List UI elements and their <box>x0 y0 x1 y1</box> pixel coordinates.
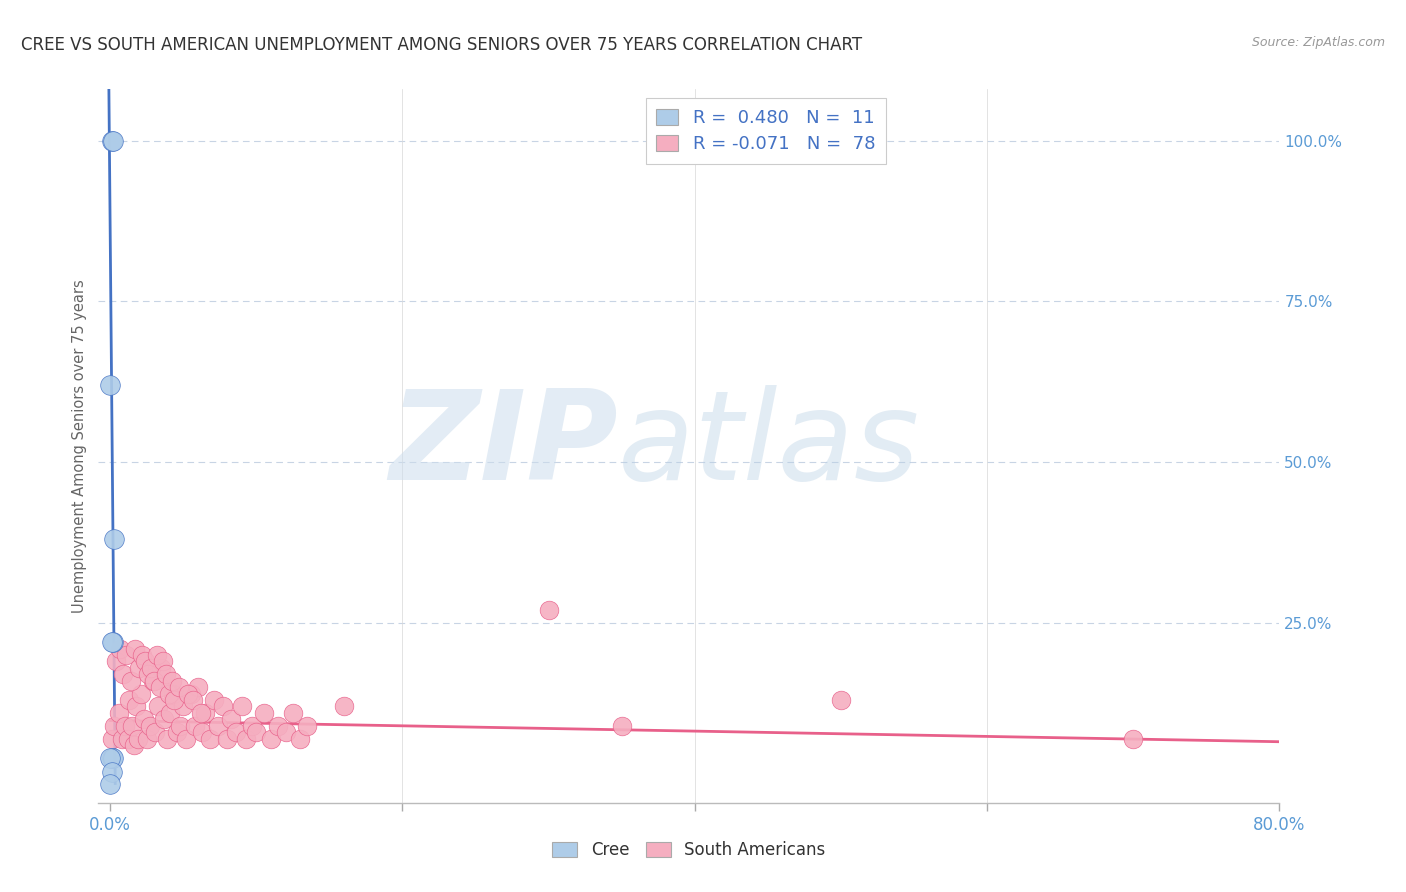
Point <box>141 673 163 688</box>
Point <box>190 706 212 720</box>
Point <box>157 686 180 700</box>
Point <box>100 751 122 765</box>
Point <box>100 764 122 779</box>
Point <box>104 654 127 668</box>
Point <box>101 751 124 765</box>
Point <box>221 712 243 726</box>
Point <box>128 661 150 675</box>
Point <box>163 693 186 707</box>
Point <box>98 776 121 790</box>
Text: Source: ZipAtlas.com: Source: ZipAtlas.com <box>1251 36 1385 49</box>
Point <box>830 693 852 707</box>
Point <box>131 648 153 662</box>
Point <box>333 699 356 714</box>
Point <box>179 686 201 700</box>
Point <box>183 693 205 707</box>
Point <box>231 699 253 714</box>
Point <box>215 731 238 746</box>
Point <box>114 719 136 733</box>
Point <box>162 686 184 700</box>
Point <box>169 719 191 733</box>
Point <box>149 680 172 694</box>
Point <box>132 712 155 726</box>
Point <box>202 693 225 707</box>
Point <box>111 731 134 746</box>
Point <box>225 725 247 739</box>
Point <box>100 635 122 649</box>
Point <box>100 731 122 746</box>
Point <box>125 699 148 714</box>
Point <box>194 706 217 720</box>
Point <box>98 751 121 765</box>
Text: atlas: atlas <box>619 385 920 507</box>
Point <box>260 731 283 746</box>
Point <box>146 648 169 662</box>
Point <box>117 731 139 746</box>
Point <box>134 654 156 668</box>
Point <box>98 378 121 392</box>
Point <box>118 693 141 707</box>
Point <box>537 603 560 617</box>
Point <box>127 731 149 746</box>
Point <box>138 719 160 733</box>
Point <box>288 731 311 746</box>
Point <box>187 680 209 694</box>
Point <box>240 719 263 733</box>
Point <box>121 719 143 733</box>
Point <box>245 725 267 739</box>
Point <box>211 699 233 714</box>
Point <box>297 719 319 733</box>
Point <box>101 134 124 148</box>
Point <box>103 533 125 547</box>
Point <box>267 719 290 733</box>
Point <box>135 731 157 746</box>
Point <box>274 725 297 739</box>
Point <box>176 686 198 700</box>
Text: CREE VS SOUTH AMERICAN UNEMPLOYMENT AMONG SENIORS OVER 75 YEARS CORRELATION CHAR: CREE VS SOUTH AMERICAN UNEMPLOYMENT AMON… <box>21 36 862 54</box>
Point <box>112 667 135 681</box>
Point <box>172 699 194 714</box>
Text: ZIP: ZIP <box>389 385 619 507</box>
Point <box>100 134 122 148</box>
Point <box>103 719 125 733</box>
Point <box>184 719 207 733</box>
Point <box>174 731 197 746</box>
Point <box>120 673 142 688</box>
Point <box>166 725 188 739</box>
Point <box>139 661 162 675</box>
Y-axis label: Unemployment Among Seniors over 75 years: Unemployment Among Seniors over 75 years <box>72 279 87 613</box>
Point <box>167 680 190 694</box>
Point <box>1122 731 1144 746</box>
Point <box>153 712 176 726</box>
Point <box>610 719 633 733</box>
Point <box>156 731 179 746</box>
Point <box>252 706 274 720</box>
Point <box>198 731 221 746</box>
Point <box>143 673 166 688</box>
Point <box>145 725 167 739</box>
Point <box>129 686 152 700</box>
Point <box>207 719 229 733</box>
Point <box>122 738 145 752</box>
Point <box>101 635 124 649</box>
Point <box>155 667 177 681</box>
Point <box>160 673 183 688</box>
Point <box>124 641 146 656</box>
Point <box>235 731 257 746</box>
Point <box>281 706 304 720</box>
Point <box>152 654 174 668</box>
Point <box>159 706 181 720</box>
Point <box>150 661 173 675</box>
Point <box>191 725 214 739</box>
Point <box>108 706 131 720</box>
Legend: R =  0.480   N =  11, R = -0.071   N =  78: R = 0.480 N = 11, R = -0.071 N = 78 <box>645 98 886 163</box>
Point <box>136 667 159 681</box>
Point <box>115 648 138 662</box>
Point <box>110 641 132 656</box>
Point <box>148 699 170 714</box>
